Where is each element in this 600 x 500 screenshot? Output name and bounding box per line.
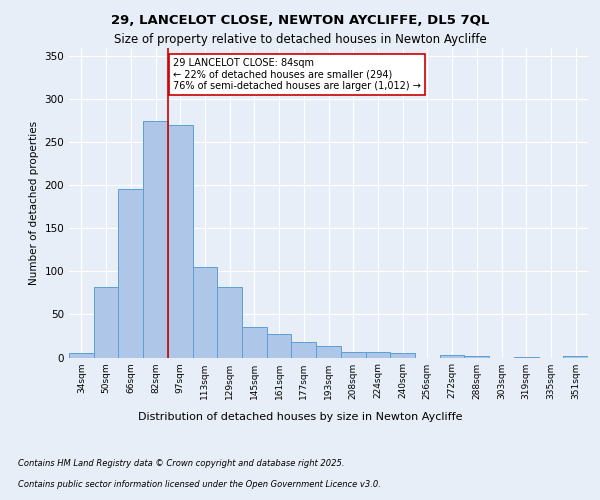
Bar	[316, 346, 341, 358]
Bar	[118, 188, 143, 358]
Text: Contains public sector information licensed under the Open Government Licence v3: Contains public sector information licen…	[18, 480, 381, 489]
Bar	[267, 334, 292, 357]
Y-axis label: Number of detached properties: Number of detached properties	[29, 120, 39, 284]
Bar	[69, 353, 94, 358]
Text: Distribution of detached houses by size in Newton Aycliffe: Distribution of detached houses by size …	[138, 412, 462, 422]
Bar	[292, 342, 316, 357]
Bar	[514, 356, 539, 358]
Text: 29, LANCELOT CLOSE, NEWTON AYCLIFFE, DL5 7QL: 29, LANCELOT CLOSE, NEWTON AYCLIFFE, DL5…	[111, 14, 489, 27]
Text: Contains HM Land Registry data © Crown copyright and database right 2025.: Contains HM Land Registry data © Crown c…	[18, 458, 344, 468]
Text: 29 LANCELOT CLOSE: 84sqm
← 22% of detached houses are smaller (294)
76% of semi-: 29 LANCELOT CLOSE: 84sqm ← 22% of detach…	[173, 58, 421, 91]
Bar	[440, 355, 464, 358]
Bar	[464, 356, 489, 358]
Bar	[341, 352, 365, 358]
Bar	[242, 328, 267, 358]
Bar	[94, 287, 118, 358]
Text: Size of property relative to detached houses in Newton Aycliffe: Size of property relative to detached ho…	[113, 32, 487, 46]
Bar	[217, 287, 242, 358]
Bar	[168, 125, 193, 358]
Bar	[193, 267, 217, 358]
Bar	[365, 352, 390, 358]
Bar	[390, 353, 415, 358]
Bar	[563, 356, 588, 358]
Bar	[143, 120, 168, 358]
